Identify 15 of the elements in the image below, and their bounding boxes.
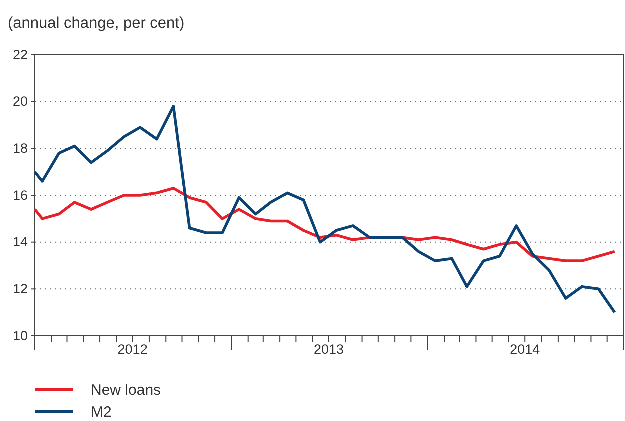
legend-label: M2 bbox=[91, 404, 112, 421]
y-tick-label: 10 bbox=[12, 328, 28, 344]
y-tick-label: 12 bbox=[12, 281, 28, 296]
x-tick-label: 2013 bbox=[314, 342, 344, 357]
x-tick-label: 2012 bbox=[118, 342, 148, 357]
y-tick-label: 20 bbox=[12, 94, 28, 110]
x-tick-label: 2014 bbox=[510, 342, 541, 357]
line-series bbox=[34, 105, 616, 314]
y-tick-label: 14 bbox=[12, 234, 28, 250]
legend-label: New loans bbox=[91, 382, 162, 399]
y-tick-label: 18 bbox=[12, 140, 28, 156]
y-tick-label: 22 bbox=[12, 47, 28, 62]
chart-subtitle: (annual change, per cent) bbox=[8, 15, 185, 32]
line-series bbox=[34, 187, 616, 262]
y-tick-label: 16 bbox=[12, 188, 28, 203]
